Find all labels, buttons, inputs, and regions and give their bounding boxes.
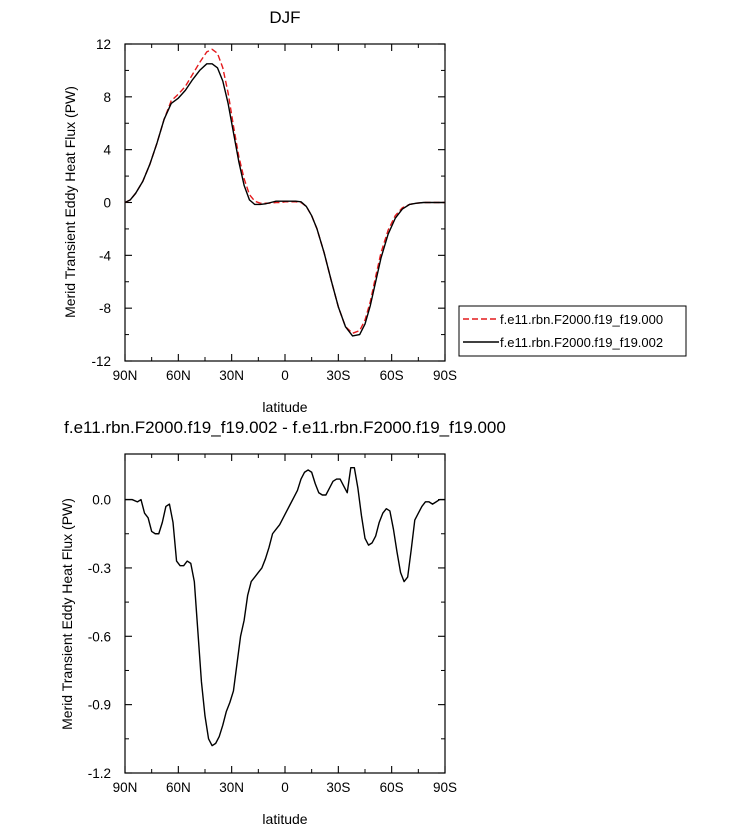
top-x-axis: 90N 60N 30N 0 30S 60S 90S (113, 44, 457, 383)
bottom-x-axis: 90N 60N 30N 0 30S 60S 90S (113, 454, 457, 795)
bottom-chart-title: f.e11.rbn.F2000.f19_f19.002 - f.e11.rbn.… (64, 418, 506, 437)
x-tick-label: 0 (281, 780, 289, 795)
top-series-lines (124, 48, 445, 337)
x-tick-label: 60S (380, 368, 404, 383)
y-tick-label: -0.9 (88, 698, 111, 713)
x-tick-label: 90S (433, 368, 457, 383)
y-tick-label: -1.2 (88, 766, 111, 781)
legend-label-002: f.e11.rbn.F2000.f19_f19.002 (500, 335, 663, 350)
top-x-axis-label: latitude (262, 399, 307, 415)
y-tick-label: -4 (99, 248, 111, 263)
y-tick-label: 4 (103, 143, 111, 158)
x-tick-label: 90S (433, 780, 457, 795)
top-y-axis: 12 8 4 0 -4 -8 -12 (91, 37, 445, 369)
x-tick-label: 60N (166, 780, 191, 795)
y-tick-label: -8 (99, 301, 111, 316)
legend-label-000: f.e11.rbn.F2000.f19_f19.000 (500, 312, 663, 327)
x-tick-label: 0 (281, 368, 289, 383)
legend-box (458, 305, 687, 357)
bottom-y-axis-label: Merid Transient Eddy Heat Flux (PW) (59, 498, 75, 730)
x-tick-label: 90N (113, 368, 138, 383)
y-tick-label: 0 (103, 196, 111, 211)
y-tick-label: -0.3 (88, 561, 111, 576)
series-line-0 (124, 48, 445, 334)
y-tick-label: -12 (91, 354, 111, 369)
y-tick-label: 12 (96, 37, 111, 52)
bottom-chart: f.e11.rbn.F2000.f19_f19.002 - f.e11.rbn.… (59, 418, 506, 827)
top-y-axis-label: Merid Transient Eddy Heat Flux (PW) (62, 86, 78, 318)
bottom-plot-frame (124, 453, 446, 774)
legend: f.e11.rbn.F2000.f19_f19.000 f.e11.rbn.F2… (458, 305, 687, 357)
x-tick-label: 30N (219, 780, 244, 795)
series-line-1 (124, 63, 445, 337)
x-tick-label: 60N (166, 368, 191, 383)
x-tick-label: 60S (380, 780, 404, 795)
x-tick-label: 90N (113, 780, 138, 795)
x-tick-label: 30N (219, 368, 244, 383)
bottom-y-axis: 0.0 -0.3 -0.6 -0.9 -1.2 (88, 493, 445, 781)
top-chart: DJF 90N 60N 30N 0 30S 60S 90S 12 8 4 0 -4 -8 -12 lat… (62, 8, 687, 415)
bottom-x-axis-label: latitude (262, 811, 307, 827)
y-tick-label: 0.0 (92, 493, 111, 508)
y-tick-label: -0.6 (88, 629, 111, 644)
x-tick-label: 30S (326, 368, 350, 383)
x-tick-label: 30S (326, 780, 350, 795)
y-tick-label: 8 (103, 90, 111, 105)
top-chart-title: DJF (269, 8, 300, 27)
series-line-0 (125, 466, 445, 747)
bottom-series-lines (125, 466, 445, 747)
